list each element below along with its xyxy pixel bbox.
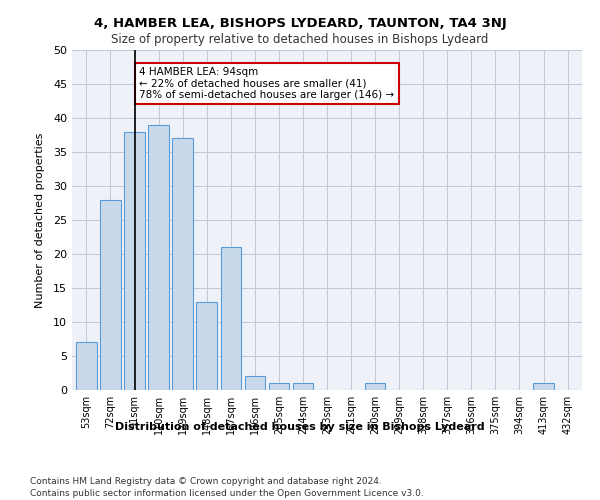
Text: Contains public sector information licensed under the Open Government Licence v3: Contains public sector information licen… — [30, 489, 424, 498]
Text: Size of property relative to detached houses in Bishops Lydeard: Size of property relative to detached ho… — [112, 32, 488, 46]
Bar — [124, 132, 145, 390]
Y-axis label: Number of detached properties: Number of detached properties — [35, 132, 44, 308]
Text: Distribution of detached houses by size in Bishops Lydeard: Distribution of detached houses by size … — [115, 422, 485, 432]
Bar — [269, 383, 289, 390]
Bar — [76, 342, 97, 390]
Bar — [293, 383, 313, 390]
Bar — [533, 383, 554, 390]
Bar — [100, 200, 121, 390]
Bar — [148, 125, 169, 390]
Text: 4 HAMBER LEA: 94sqm
← 22% of detached houses are smaller (41)
78% of semi-detach: 4 HAMBER LEA: 94sqm ← 22% of detached ho… — [139, 67, 394, 100]
Text: 4, HAMBER LEA, BISHOPS LYDEARD, TAUNTON, TA4 3NJ: 4, HAMBER LEA, BISHOPS LYDEARD, TAUNTON,… — [94, 18, 506, 30]
Bar — [172, 138, 193, 390]
Bar — [245, 376, 265, 390]
Bar — [221, 247, 241, 390]
Text: Contains HM Land Registry data © Crown copyright and database right 2024.: Contains HM Land Registry data © Crown c… — [30, 478, 382, 486]
Bar — [365, 383, 385, 390]
Bar — [196, 302, 217, 390]
